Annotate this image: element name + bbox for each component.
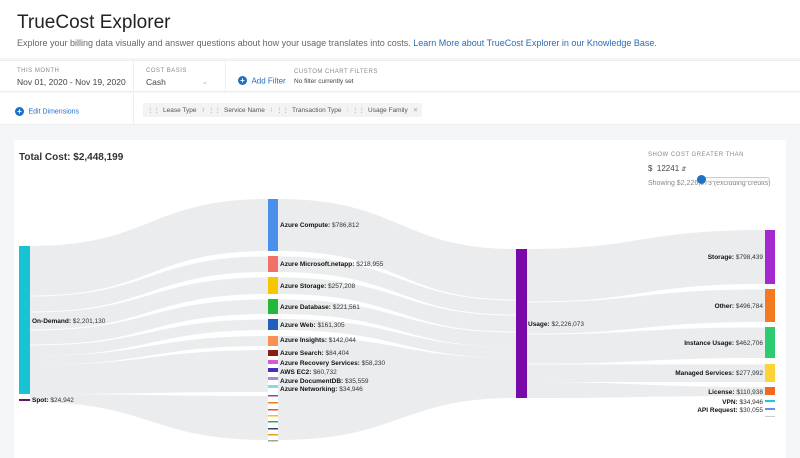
chip-label: Transaction Type [292,107,342,114]
node-on-demand[interactable] [19,246,30,394]
svg-text:AWS EC2: $60,732: AWS EC2: $60,732 [280,369,337,376]
page-header: TrueCost Explorer Explore your billing d… [0,0,800,58]
node-azure-netapp[interactable] [268,256,278,272]
threshold-slider[interactable] [697,175,770,184]
plus-circle-icon: + [238,76,247,86]
node-usage[interactable] [516,249,527,398]
node-azure-insights[interactable] [268,336,278,346]
page-subtitle: Explore your billing data visually and a… [17,38,800,48]
custom-filters-label: CUSTOM CHART FILTERS [294,69,378,75]
drag-handle-icon[interactable]: ⋮⋮ [147,107,160,114]
knowledge-base-link[interactable]: Learn More about TrueCost Explorer in ou… [413,38,657,48]
chart-card: Total Cost: $2,448,199 SHOW COST GREATER… [14,140,786,458]
total-cost: Total Cost: $2,448,199 [19,152,124,163]
slider-knob[interactable] [697,175,706,184]
svg-text:Other: $496,784: Other: $496,784 [715,303,764,310]
currency-symbol: $ [648,164,653,173]
svg-text:Azure Web: $161,305: Azure Web: $161,305 [280,322,345,329]
svg-text:Usage: $2,226,073: Usage: $2,226,073 [528,321,584,328]
dimension-chip[interactable]: ⋮⋮ Usage Family ✕ [348,103,423,117]
svg-text:Spot: $24,942: Spot: $24,942 [32,397,74,404]
sankey-links [30,199,765,440]
showing-total: Showing $2,226,073 (excluding credits) [648,180,771,187]
plus-circle-icon: + [15,107,24,117]
svg-text:Azure Networking: $34,946: Azure Networking: $34,946 [280,386,363,393]
add-filter-label: Add Filter [251,76,286,86]
divider [133,93,134,124]
divider [133,61,134,91]
svg-text:Storage: $798,439: Storage: $798,439 [708,254,764,261]
node-azure-search[interactable] [268,350,278,356]
divider [225,61,226,91]
chevron-down-icon: ⌄ [202,79,208,86]
dimension-chip[interactable]: ⋮⋮Transaction Type✕ [272,103,356,117]
svg-text:Azure Database: $221,561: Azure Database: $221,561 [280,304,360,311]
svg-text:Managed Services: $277,992: Managed Services: $277,992 [675,370,763,377]
node-azure-storage[interactable] [268,277,278,294]
svg-text:License: $110,938: License: $110,938 [708,389,763,396]
close-icon[interactable]: ✕ [412,107,419,114]
date-range-picker[interactable]: THIS MONTH Nov 01, 2020 - Nov 19, 2020 [17,68,126,98]
page-title: TrueCost Explorer [17,12,171,33]
svg-text:Azure Storage: $257,208: Azure Storage: $257,208 [280,283,356,290]
node-spot[interactable] [19,399,30,401]
node-azure-database[interactable] [268,299,278,314]
small-service-nodes [268,395,278,442]
threshold-input[interactable]: $ 12241 ⇵ [648,164,686,173]
node-instance-usage[interactable] [765,327,775,358]
add-filter-button[interactable]: + Add Filter [238,72,286,102]
cost-basis-value: Cash [146,77,166,87]
node-vpn[interactable] [765,400,775,402]
svg-text:Azure Insights: $142,044: Azure Insights: $142,044 [280,337,356,344]
sankey-chart: On-Demand: $2,201,130 Spot: $24,942 Azur… [19,199,775,442]
node-api-request[interactable] [765,408,775,410]
node-azure-compute[interactable] [268,199,278,251]
node-azure-web[interactable] [268,319,278,330]
drag-handle-icon[interactable]: ⋮⋮ [208,107,221,114]
filter-toolbar: THIS MONTH Nov 01, 2020 - Nov 19, 2020 C… [0,60,800,92]
cost-basis-select[interactable]: COST BASIS Cash ⌄ [146,68,211,98]
svg-text:Azure Search: $84,404: Azure Search: $84,404 [280,350,349,357]
stepper-icon[interactable]: ⇵ [681,167,687,173]
node-license[interactable] [765,387,775,395]
svg-text:VPN: $34,946: VPN: $34,946 [722,399,763,406]
threshold-value: 12241 [656,164,680,173]
svg-text:On-Demand: $2,201,130: On-Demand: $2,201,130 [32,318,106,325]
svg-text:API Request: $30,055: API Request: $30,055 [697,407,763,414]
period-label: THIS MONTH [17,68,60,74]
svg-text:Azure Compute: $786,812: Azure Compute: $786,812 [280,222,360,229]
custom-chart-filters: CUSTOM CHART FILTERS No filter currently… [294,69,378,99]
chip-label: Lease Type [163,107,197,114]
cost-threshold-filter: SHOW COST GREATER THAN $ 12241 ⇵ Showing… [648,152,771,187]
node-aws-ec2[interactable] [268,368,278,372]
chip-label: Service Name [224,107,265,114]
node-azure-recovery[interactable] [268,360,278,364]
dimension-chip[interactable]: ⋮⋮Lease Type✕ [143,103,211,117]
node-managed-services[interactable] [765,364,775,382]
node-azure-networking[interactable] [268,385,278,388]
dimensions-bar: + Edit Dimensions ⋮⋮Lease Type✕ ⋮⋮Servic… [0,93,800,125]
chip-label: Usage Family [368,107,408,114]
drag-handle-icon[interactable]: ⋮⋮ [352,107,365,114]
custom-filters-value: No filter currently set [294,78,354,85]
period-value: Nov 01, 2020 - Nov 19, 2020 [17,77,126,87]
drag-handle-icon[interactable]: ⋮⋮ [276,107,289,114]
svg-text:Azure Recovery Services: $58,2: Azure Recovery Services: $58,230 [280,360,386,367]
threshold-label: SHOW COST GREATER THAN [648,152,745,158]
node-storage[interactable] [765,230,775,284]
node-other[interactable] [765,289,775,322]
edit-dimensions-label: Edit Dimensions [28,108,80,116]
svg-text:Azure Microsoft.netapp: $218,9: Azure Microsoft.netapp: $218,955 [280,261,384,268]
svg-text:Instance Usage: $462,706: Instance Usage: $462,706 [684,340,763,347]
dimension-chip[interactable]: ⋮⋮Service Name✕ [204,103,280,117]
edit-dimensions-button[interactable]: + Edit Dimensions [15,103,79,134]
subtitle-text: Explore your billing data visually and a… [17,38,411,48]
cost-basis-label: COST BASIS [146,68,187,74]
node-azure-documentdb[interactable] [268,377,278,380]
svg-text:Azure DocumentDB: $35,559: Azure DocumentDB: $35,559 [280,378,369,385]
